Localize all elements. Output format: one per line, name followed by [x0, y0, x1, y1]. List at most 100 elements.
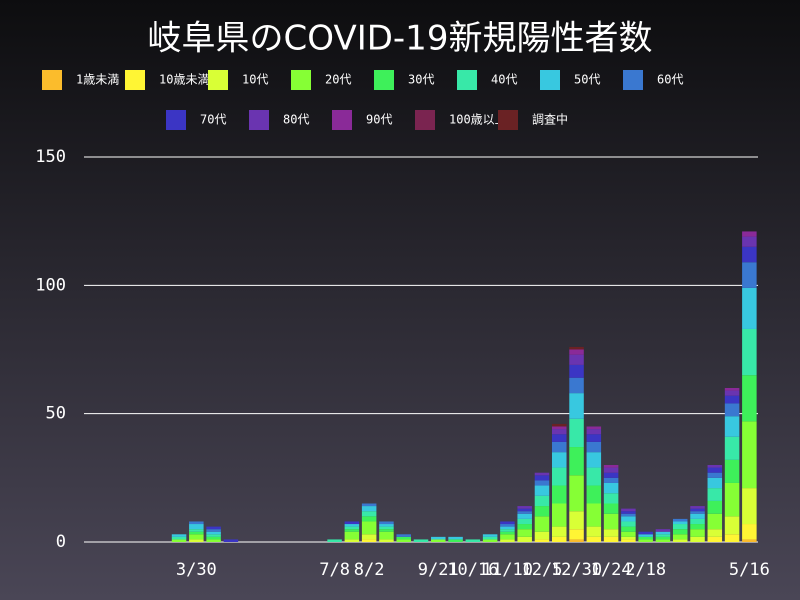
bar-segment — [189, 529, 204, 532]
bar-segment — [448, 536, 463, 540]
bar-segment — [672, 539, 688, 542]
bar-segment — [482, 536, 498, 540]
bar-segment — [707, 488, 723, 501]
legend-label: 70代 — [200, 113, 226, 127]
bar-segment — [672, 521, 688, 525]
bar-segment — [707, 465, 723, 468]
bar-segment — [638, 534, 653, 537]
legend-label: 60代 — [657, 73, 683, 87]
bar-segment — [690, 529, 705, 537]
bar-segment — [551, 434, 567, 442]
x-tick-label: 1/24 — [591, 560, 632, 580]
bar-segment — [379, 524, 394, 527]
bar-segment — [189, 531, 204, 535]
bar-segment — [586, 434, 602, 442]
legend-label: 調査中 — [532, 112, 568, 127]
legend-swatch — [498, 110, 518, 130]
bar-segment — [707, 536, 723, 542]
bar-segment — [638, 539, 653, 542]
bar-segment — [724, 459, 740, 483]
bar-segment — [672, 529, 688, 535]
legend-label: 90代 — [366, 113, 392, 127]
bar-segment — [361, 534, 377, 540]
bar-segment — [742, 328, 757, 376]
bar-segment — [534, 506, 550, 517]
bar-segment — [189, 534, 204, 540]
bar-segment — [482, 539, 498, 542]
bar-segment — [742, 421, 757, 489]
bar-segment — [690, 511, 705, 514]
bar-segment — [707, 529, 723, 537]
legend-swatch — [540, 70, 560, 90]
bar-segment — [724, 534, 740, 542]
bar-segment — [551, 503, 567, 527]
bar-segment — [621, 516, 636, 522]
bar-segment — [621, 539, 636, 542]
bar-segment — [569, 364, 584, 378]
bar-segment — [551, 452, 567, 468]
bar-segment — [396, 534, 411, 537]
bar-segment — [621, 508, 636, 512]
x-tick-label: 12/5 — [521, 560, 562, 580]
bar-segment — [724, 390, 740, 396]
bar-segment — [189, 521, 204, 525]
bar-segment — [690, 524, 705, 530]
bar-segment — [500, 529, 515, 532]
bar-segment — [344, 529, 360, 532]
bar-segment — [517, 511, 532, 514]
bar-segment — [603, 513, 619, 530]
bar-segment — [603, 467, 619, 473]
legend-swatch — [457, 70, 477, 90]
bar-segment — [742, 262, 757, 288]
bar-segment — [690, 518, 705, 525]
bar-segment — [551, 467, 567, 486]
bar-segment — [569, 529, 584, 540]
bar-segment — [586, 526, 602, 537]
bar-segment — [534, 475, 550, 481]
bar-segment — [655, 529, 671, 532]
bar-segment — [569, 418, 584, 448]
bar-segment — [586, 441, 602, 453]
bar-segment — [672, 524, 688, 530]
bar-segment — [206, 536, 221, 540]
y-tick-label: 0 — [56, 532, 66, 552]
bar-segment — [206, 531, 221, 535]
bar-segment — [517, 508, 532, 512]
bar-segment — [724, 436, 740, 460]
bar-segment — [586, 452, 602, 468]
bar-segment — [603, 529, 619, 537]
bar-segment — [690, 506, 705, 509]
bar-segment — [707, 477, 723, 489]
bar-segment — [742, 231, 757, 237]
bar-segment — [724, 416, 740, 437]
bar-segment — [638, 536, 653, 540]
bar-segment — [621, 526, 636, 532]
bar-segment — [586, 426, 602, 430]
bar-segment — [361, 503, 377, 507]
legend-label: 10代 — [242, 73, 268, 87]
bar-segment — [223, 539, 239, 542]
bar-segment — [551, 485, 567, 504]
bar-segment — [500, 521, 515, 525]
bar-segment — [361, 516, 377, 522]
bar-segment — [534, 495, 550, 507]
bar-segment — [189, 539, 204, 542]
bar-segment — [707, 472, 723, 478]
bar-segment — [396, 539, 411, 542]
bar-segment — [171, 534, 187, 537]
bar-segment — [707, 500, 723, 514]
bar-segment — [517, 506, 532, 509]
bar-segment — [431, 536, 446, 540]
bar-segment — [534, 480, 550, 486]
bar-segment — [707, 513, 723, 530]
bar-segment — [690, 508, 705, 512]
bar-segment — [206, 529, 221, 532]
bar-segment — [500, 531, 515, 535]
bar-segment — [517, 529, 532, 537]
bar-segment — [586, 467, 602, 486]
bar-segment — [603, 465, 619, 468]
legend-label: 40代 — [491, 73, 517, 87]
bar-segment — [206, 526, 221, 530]
bar-segment — [500, 524, 515, 527]
bar-segment — [534, 539, 550, 542]
